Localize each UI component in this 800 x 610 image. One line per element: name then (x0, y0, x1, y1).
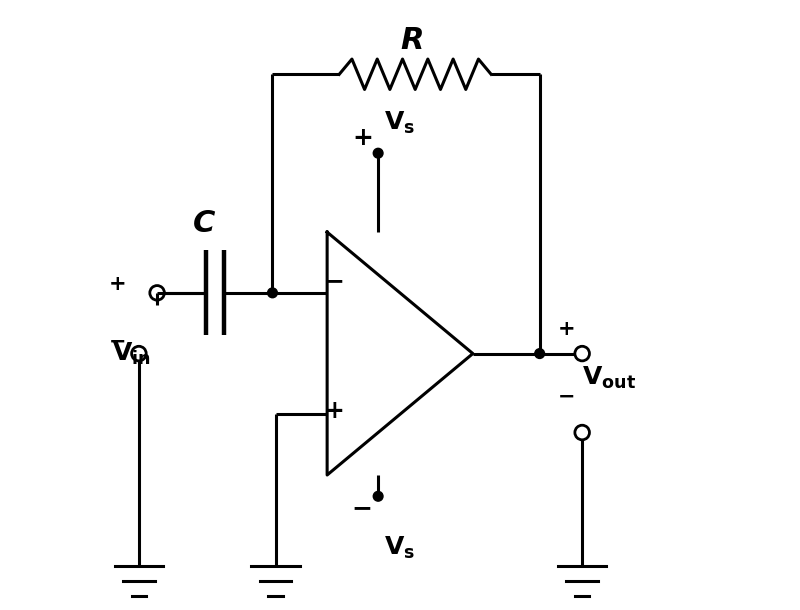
Text: +: + (325, 400, 344, 423)
Text: −: − (109, 331, 126, 351)
Circle shape (268, 288, 278, 298)
Text: $\mathregular{V_s}$: $\mathregular{V_s}$ (385, 110, 415, 136)
Circle shape (374, 492, 383, 501)
Text: +: + (352, 126, 373, 150)
Text: +: + (558, 319, 576, 339)
Text: $\mathregular{V_{in}}$: $\mathregular{V_{in}}$ (112, 340, 151, 367)
Text: −: − (352, 497, 373, 520)
Text: −: − (558, 386, 576, 406)
Text: C: C (194, 209, 216, 237)
Text: −: − (325, 269, 344, 293)
Text: +: + (109, 274, 126, 294)
Text: $\mathregular{V_s}$: $\mathregular{V_s}$ (385, 535, 415, 561)
Circle shape (535, 349, 545, 359)
Text: $\mathregular{V_{out}}$: $\mathregular{V_{out}}$ (582, 365, 637, 391)
Circle shape (374, 148, 383, 158)
Text: R: R (400, 26, 424, 56)
